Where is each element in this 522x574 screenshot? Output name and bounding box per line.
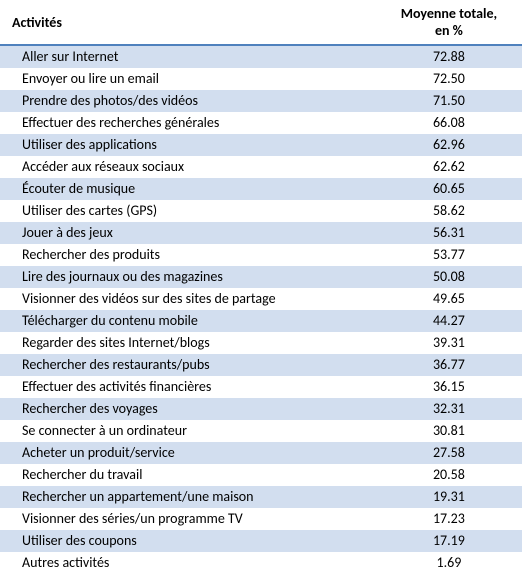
row-label: Regarder des sites Internet/blogs xyxy=(0,332,376,354)
row-value: 53.77 xyxy=(376,244,522,266)
row-value: 60.65 xyxy=(376,178,522,200)
row-label: Envoyer ou lire un email xyxy=(0,68,376,90)
table-row: Rechercher du travail20.58 xyxy=(0,464,522,486)
header-activites: Activités xyxy=(0,0,376,45)
row-label: Accéder aux réseaux sociaux xyxy=(0,156,376,178)
row-value: 50.08 xyxy=(376,266,522,288)
row-value: 62.62 xyxy=(376,156,522,178)
row-value: 17.19 xyxy=(376,530,522,552)
table-row: Écouter de musique60.65 xyxy=(0,178,522,200)
row-label: Autres activités xyxy=(0,552,376,574)
row-value: 62.96 xyxy=(376,134,522,156)
row-label: Utiliser des cartes (GPS) xyxy=(0,200,376,222)
row-label: Aller sur Internet xyxy=(0,45,376,68)
row-label: Visionner des séries/un programme TV xyxy=(0,508,376,530)
row-value: 27.58 xyxy=(376,442,522,464)
table-row: Visionner des vidéos sur des sites de pa… xyxy=(0,288,522,310)
row-value: 72.50 xyxy=(376,68,522,90)
row-value: 36.15 xyxy=(376,376,522,398)
row-value: 44.27 xyxy=(376,310,522,332)
row-value: 32.31 xyxy=(376,398,522,420)
table-row: Prendre des photos/des vidéos71.50 xyxy=(0,90,522,112)
table-row: Télécharger du contenu mobile44.27 xyxy=(0,310,522,332)
table-row: Rechercher des produits53.77 xyxy=(0,244,522,266)
table-row: Rechercher des voyages32.31 xyxy=(0,398,522,420)
row-value: 66.08 xyxy=(376,112,522,134)
row-label: Rechercher des voyages xyxy=(0,398,376,420)
header-moyenne-line1: Moyenne totale, xyxy=(401,5,497,22)
header-moyenne: Moyenne totale, en % xyxy=(376,0,522,45)
table-row: Utiliser des applications62.96 xyxy=(0,134,522,156)
row-label: Utiliser des applications xyxy=(0,134,376,156)
table-row: Rechercher des restaurants/pubs36.77 xyxy=(0,354,522,376)
table-row: Autres activités1.69 xyxy=(0,552,522,574)
row-value: 71.50 xyxy=(376,90,522,112)
table-row: Rechercher un appartement/une maison19.3… xyxy=(0,486,522,508)
table-row: Effectuer des activités financières36.15 xyxy=(0,376,522,398)
table-row: Acheter un produit/service27.58 xyxy=(0,442,522,464)
row-label: Effectuer des recherches générales xyxy=(0,112,376,134)
row-value: 30.81 xyxy=(376,420,522,442)
row-value: 39.31 xyxy=(376,332,522,354)
table-row: Effectuer des recherches générales66.08 xyxy=(0,112,522,134)
activities-table: Activités Moyenne totale, en % Aller sur… xyxy=(0,0,522,574)
row-value: 36.77 xyxy=(376,354,522,376)
row-label: Acheter un produit/service xyxy=(0,442,376,464)
header-moyenne-line2: en % xyxy=(435,22,463,39)
table-row: Se connecter à un ordinateur30.81 xyxy=(0,420,522,442)
table-row: Utiliser des coupons17.19 xyxy=(0,530,522,552)
row-label: Effectuer des activités financières xyxy=(0,376,376,398)
row-label: Utiliser des coupons xyxy=(0,530,376,552)
row-label: Écouter de musique xyxy=(0,178,376,200)
table-row: Regarder des sites Internet/blogs39.31 xyxy=(0,332,522,354)
row-label: Rechercher des restaurants/pubs xyxy=(0,354,376,376)
row-label: Lire des journaux ou des magazines xyxy=(0,266,376,288)
row-label: Télécharger du contenu mobile xyxy=(0,310,376,332)
row-value: 1.69 xyxy=(376,552,522,574)
table-row: Envoyer ou lire un email72.50 xyxy=(0,68,522,90)
table-row: Jouer à des jeux56.31 xyxy=(0,222,522,244)
row-value: 58.62 xyxy=(376,200,522,222)
table-header-row: Activités Moyenne totale, en % xyxy=(0,0,522,45)
row-label: Prendre des photos/des vidéos xyxy=(0,90,376,112)
table-body: Aller sur Internet72.88Envoyer ou lire u… xyxy=(0,45,522,574)
table-row: Lire des journaux ou des magazines50.08 xyxy=(0,266,522,288)
row-value: 19.31 xyxy=(376,486,522,508)
row-label: Se connecter à un ordinateur xyxy=(0,420,376,442)
row-value: 20.58 xyxy=(376,464,522,486)
table-row: Accéder aux réseaux sociaux62.62 xyxy=(0,156,522,178)
row-label: Rechercher du travail xyxy=(0,464,376,486)
row-label: Rechercher un appartement/une maison xyxy=(0,486,376,508)
row-value: 72.88 xyxy=(376,45,522,68)
table-row: Aller sur Internet72.88 xyxy=(0,45,522,68)
row-label: Jouer à des jeux xyxy=(0,222,376,244)
row-label: Rechercher des produits xyxy=(0,244,376,266)
row-label: Visionner des vidéos sur des sites de pa… xyxy=(0,288,376,310)
row-value: 56.31 xyxy=(376,222,522,244)
row-value: 49.65 xyxy=(376,288,522,310)
table-row: Visionner des séries/un programme TV17.2… xyxy=(0,508,522,530)
table-row: Utiliser des cartes (GPS)58.62 xyxy=(0,200,522,222)
row-value: 17.23 xyxy=(376,508,522,530)
